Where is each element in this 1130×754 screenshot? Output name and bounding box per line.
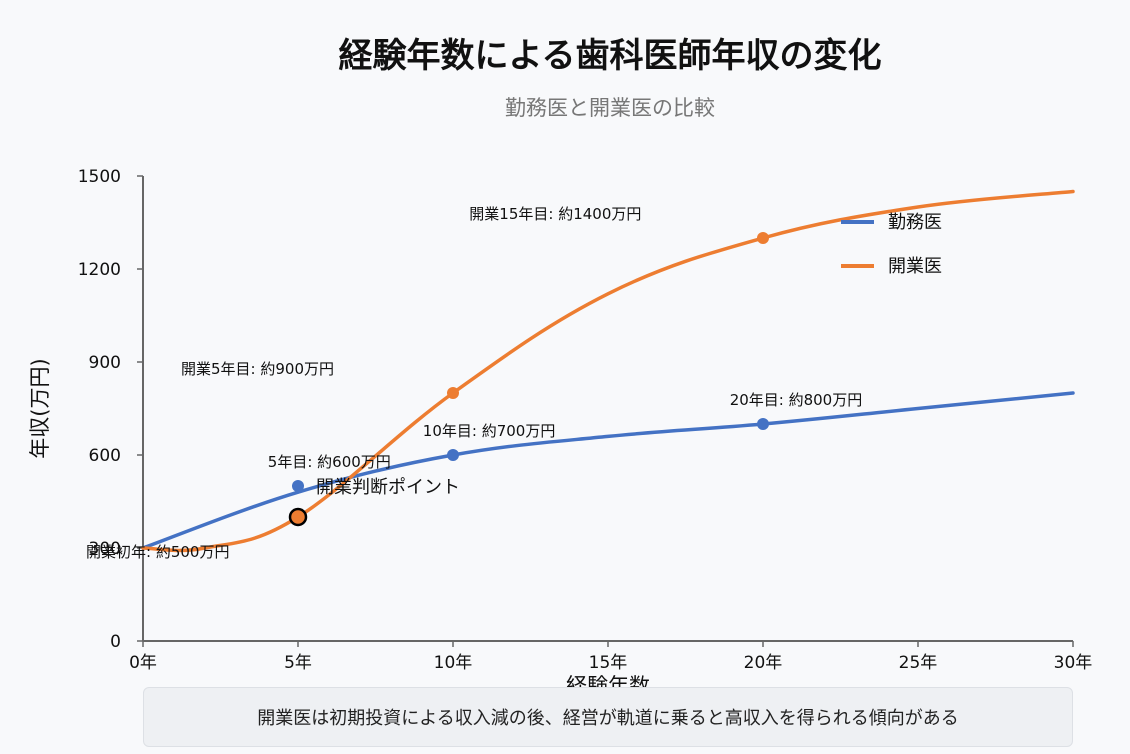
y-tick-label: 600: [89, 446, 121, 466]
x-tick-label: 0年: [129, 653, 157, 673]
legend-label-1: 開業医: [888, 256, 942, 277]
data-point-owner: [757, 232, 769, 244]
chart-title: 経験年数による歯科医師年収の変化: [338, 36, 882, 76]
decision-point-marker: [288, 507, 308, 527]
x-tick-label: 30年: [1054, 653, 1093, 673]
y-tick-label: 0: [110, 632, 121, 652]
chart-axes: 0年 5年 10年 15年 20年 25年 30年030060090012001500経験年…: [28, 167, 1092, 698]
y-tick-label: 1500: [78, 167, 121, 187]
y-tick-label: 1200: [78, 260, 121, 280]
x-tick-label: 25年: [899, 653, 938, 673]
x-tick-label: 10年: [434, 653, 473, 673]
data-point-employed: [447, 449, 459, 461]
chart-series-lines: [141, 189, 1075, 553]
data-annotation: 開業15年目: 約1400万円: [469, 205, 641, 223]
data-point-owner: [447, 387, 459, 399]
data-point-employed: [292, 480, 304, 492]
data-point-employed: [757, 418, 769, 430]
data-annotation: 10年目: 約700万円: [423, 422, 556, 440]
data-annotation: 20年目: 約800万円: [730, 391, 863, 409]
legend-label-0: 勤務医: [888, 212, 942, 233]
data-annotation: 開業初年: 約500万円: [86, 543, 229, 561]
series-line-employed: [141, 391, 1075, 550]
decision-point-label: 開業判断ポイント: [316, 477, 460, 498]
data-annotation: 開業5年目: 約900万円: [181, 360, 334, 378]
x-tick-label: 5年: [284, 653, 312, 673]
chart-series-markers: 開業判断ポイント: [288, 232, 769, 527]
data-annotation: 5年目: 約600万円: [268, 453, 391, 471]
y-tick-label: 900: [89, 353, 121, 373]
y-tick-label: 300: [89, 539, 121, 559]
y-axis-title: 年収(万円): [28, 358, 52, 458]
chart-annotations: 開業初年: 約500万円 5年目: 約600万円 10年目: 約700万円 20年目:…: [86, 205, 862, 561]
series-line-owner: [141, 189, 1075, 553]
footer-note-text: 開業医は初期投資による収入減の後、経営が軌道に乗ると高収入を得られる傾向がある: [257, 708, 959, 729]
x-tick-label: 15年: [589, 653, 628, 673]
footer-note: 開業医は初期投資による収入減の後、経営が軌道に乗ると高収入を得られる傾向がある: [143, 687, 1073, 747]
chart-subtitle: 勤務医と開業医の比較: [505, 96, 715, 120]
x-tick-label: 20年: [744, 653, 783, 673]
